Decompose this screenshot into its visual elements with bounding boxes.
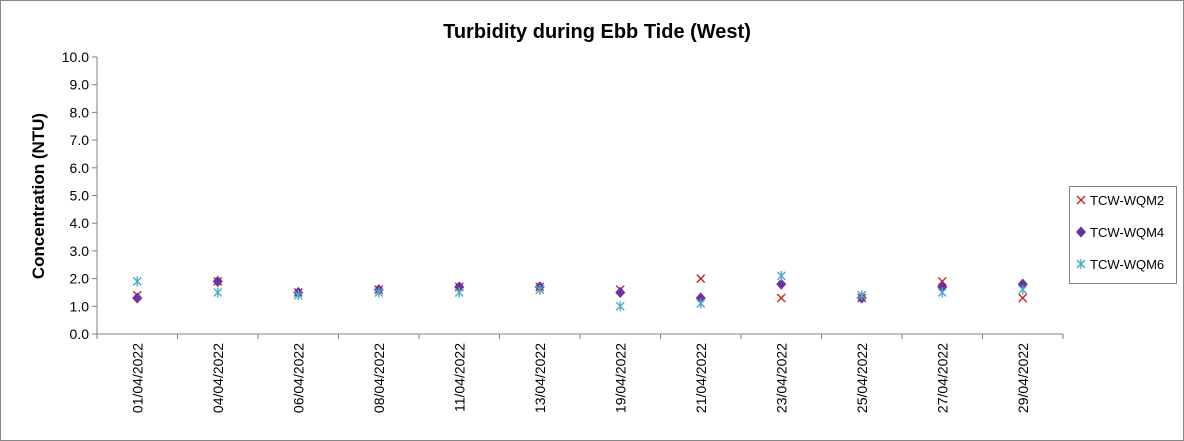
y-tick-label: 1.0 bbox=[70, 298, 90, 314]
y-tick-label: 6.0 bbox=[70, 160, 90, 176]
x-tick-label: 21/04/2022 bbox=[693, 343, 709, 413]
legend-item: TCW-WQM6 bbox=[1076, 257, 1164, 272]
legend-marker bbox=[1075, 226, 1087, 238]
data-point bbox=[454, 287, 464, 298]
y-axis-label: Concentration (NTU) bbox=[29, 113, 48, 279]
x-tick-label: 25/04/2022 bbox=[854, 343, 870, 413]
axes: 0.0 1.0 2.0 3.0 4.0 5.0 6.0 7.0 8.0 9.0 10.0 01/04/… bbox=[62, 49, 1064, 413]
y-tick-label: 2.0 bbox=[70, 271, 90, 287]
data-point bbox=[776, 270, 786, 281]
legend-item: TCW-WQM2 bbox=[1076, 193, 1164, 208]
data-point bbox=[132, 276, 142, 287]
data-point bbox=[776, 278, 787, 290]
legend-marker bbox=[1076, 195, 1086, 205]
legend-item: TCW-WQM4 bbox=[1075, 225, 1164, 240]
data-point bbox=[1018, 284, 1028, 295]
series-tcw-wqm6 bbox=[132, 270, 1028, 312]
x-tick-label: 13/04/2022 bbox=[532, 343, 548, 413]
legend: TCW-WQM2 TCW-WQM4 TCW-WQM6 bbox=[1069, 186, 1177, 284]
data-point bbox=[132, 292, 143, 304]
y-tick-label: 10.0 bbox=[62, 49, 89, 65]
x-tick-label: 04/04/2022 bbox=[210, 343, 226, 413]
data-point bbox=[1018, 293, 1028, 303]
x-tick-label: 01/04/2022 bbox=[129, 343, 145, 413]
data-point bbox=[696, 274, 706, 284]
x-tick-label: 11/04/2022 bbox=[451, 343, 467, 412]
data-point bbox=[535, 284, 545, 295]
y-tick-label: 3.0 bbox=[70, 243, 90, 259]
y-tick-label: 4.0 bbox=[70, 215, 90, 231]
data-point bbox=[213, 287, 223, 298]
data-point bbox=[212, 275, 223, 287]
legend-box bbox=[1069, 186, 1177, 284]
y-tick-label: 8.0 bbox=[70, 104, 90, 120]
legend-label: TCW-WQM4 bbox=[1090, 225, 1164, 240]
data-point bbox=[374, 287, 384, 298]
x-tick-label: 19/04/2022 bbox=[612, 343, 628, 413]
legend-marker bbox=[1076, 259, 1086, 269]
data-point bbox=[696, 298, 706, 309]
legend-label: TCW-WQM2 bbox=[1090, 193, 1164, 208]
chart-title: Turbidity during Ebb Tide (West) bbox=[443, 21, 751, 43]
data-point bbox=[293, 290, 303, 301]
data-point bbox=[615, 286, 626, 299]
y-tick-label: 9.0 bbox=[70, 77, 90, 93]
chart-marks bbox=[132, 270, 1028, 312]
x-tick-label: 08/04/2022 bbox=[371, 343, 387, 413]
legend-label: TCW-WQM6 bbox=[1090, 257, 1164, 272]
x-tick-label: 06/04/2022 bbox=[290, 343, 306, 413]
data-point bbox=[937, 287, 947, 298]
data-point bbox=[857, 290, 867, 301]
data-point bbox=[776, 293, 786, 303]
x-tick-label: 27/04/2022 bbox=[934, 343, 950, 413]
y-tick-label: 0.0 bbox=[70, 326, 90, 342]
y-tick-label: 7.0 bbox=[70, 132, 90, 148]
data-point bbox=[615, 301, 625, 312]
x-tick-label: 29/04/2022 bbox=[1015, 343, 1031, 413]
x-tick-label: 23/04/2022 bbox=[773, 343, 789, 413]
y-tick-label: 5.0 bbox=[70, 188, 90, 204]
